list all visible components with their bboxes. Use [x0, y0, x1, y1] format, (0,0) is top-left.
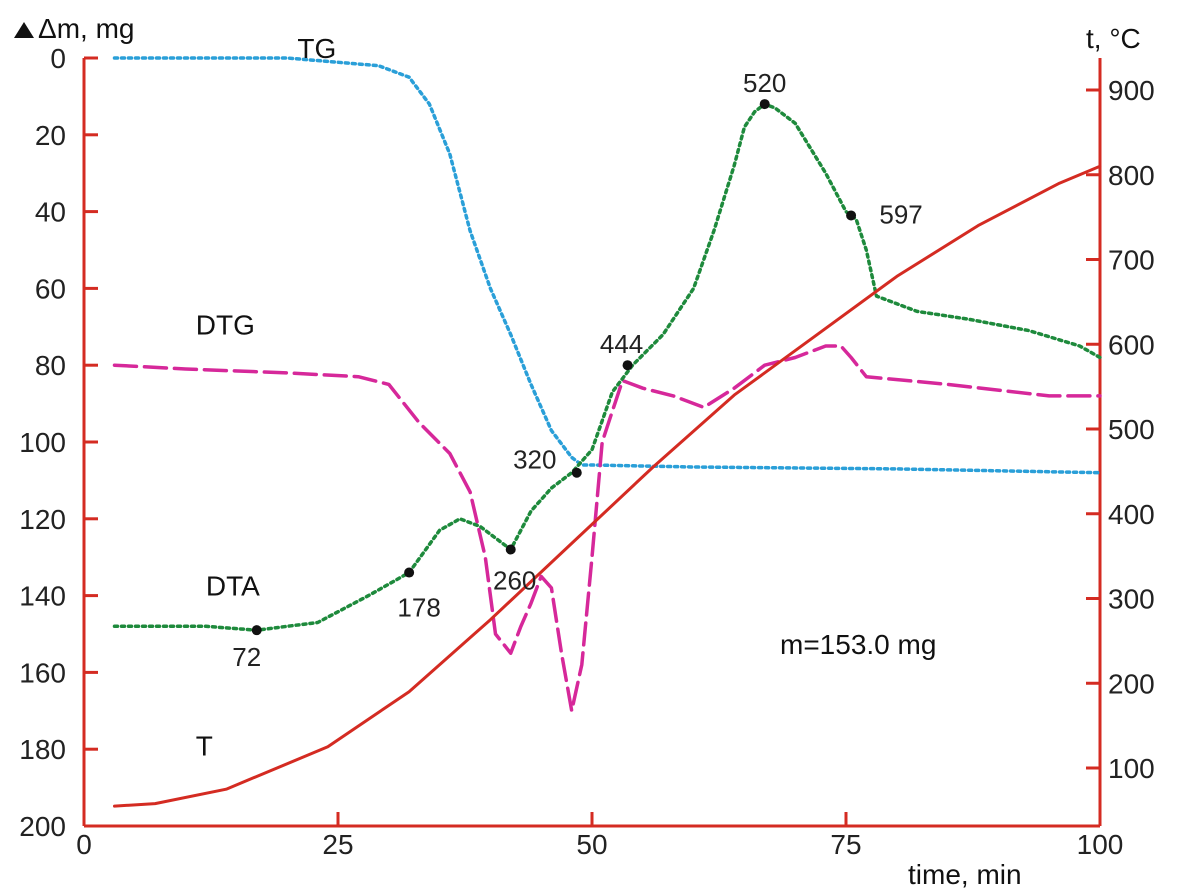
- left-tick-label: 20: [35, 120, 66, 151]
- annotation-label: 260: [493, 566, 536, 596]
- right-tick-label: 700: [1108, 245, 1155, 276]
- x-ticks: 0 25 50 75 100: [76, 812, 1123, 860]
- annotation-point: [505, 544, 516, 555]
- annotation-label: 520: [743, 68, 786, 98]
- annotation-point: [759, 99, 770, 110]
- x-tick-label: 0: [76, 829, 92, 860]
- annotation-label: 178: [397, 593, 440, 623]
- right-tick-label: 300: [1108, 584, 1155, 615]
- x-axis-title: time, min: [908, 859, 1022, 888]
- right-ticks: 100 200 300 400 500 600 700 800 900: [1086, 75, 1155, 784]
- left-ticks: 0 20 40 60 80 100 120 140 160 180 200: [19, 43, 98, 842]
- annotation-point: [251, 625, 262, 636]
- annotation-point: [571, 467, 582, 478]
- right-tick-label: 600: [1108, 329, 1155, 360]
- right-tick-label: 100: [1108, 753, 1155, 784]
- series-group: [112, 56, 1102, 808]
- left-tick-label: 200: [19, 811, 66, 842]
- x-tick-label: 50: [576, 829, 607, 860]
- series-label-t: T: [196, 730, 213, 761]
- series-line-dta: [112, 102, 1102, 632]
- left-tick-label: 160: [19, 657, 66, 688]
- x-tick-label: 25: [322, 829, 353, 860]
- right-tick-label: 900: [1108, 75, 1155, 106]
- series-line-dtg: [112, 344, 1102, 713]
- left-tick-label: 120: [19, 504, 66, 535]
- right-tick-label: 800: [1108, 160, 1155, 191]
- series-label-dta: DTA: [206, 571, 260, 602]
- left-tick-label: 40: [35, 197, 66, 228]
- left-tick-label: 60: [35, 273, 66, 304]
- left-tick-label: 80: [35, 350, 66, 381]
- right-axis-title: t, °C: [1086, 23, 1141, 54]
- series-label-dtg: DTG: [196, 309, 255, 340]
- left-axis-title-text: Δm, mg: [38, 13, 134, 44]
- x-tick-label: 75: [830, 829, 861, 860]
- left-tick-label: 0: [50, 43, 66, 74]
- delta-icon: [14, 22, 34, 38]
- annotation-point: [846, 210, 857, 221]
- right-tick-label: 500: [1108, 414, 1155, 445]
- annotations: 72 178 260 320 444 520 597: [232, 68, 923, 672]
- right-tick-label: 200: [1108, 668, 1155, 699]
- annotation-point: [622, 360, 633, 371]
- series-labels: TG DTG DTA T: [196, 33, 336, 761]
- annotation-point: [404, 567, 415, 578]
- series-line-t: [113, 164, 1102, 808]
- left-tick-label: 100: [19, 427, 66, 458]
- left-tick-label: 180: [19, 734, 66, 765]
- x-tick-label: 100: [1077, 829, 1124, 860]
- right-tick-label: 400: [1108, 499, 1155, 530]
- left-tick-label: 140: [19, 581, 66, 612]
- mass-annotation: m=153.0 mg: [780, 629, 936, 660]
- annotation-label: 320: [513, 445, 556, 475]
- annotation-label: 444: [600, 329, 643, 359]
- annotation-label: 597: [879, 199, 922, 229]
- left-axis-title: Δm, mg: [14, 13, 134, 44]
- series-label-tg: TG: [297, 33, 336, 64]
- series-line-tg: [112, 56, 1102, 475]
- annotation-label: 72: [232, 642, 261, 672]
